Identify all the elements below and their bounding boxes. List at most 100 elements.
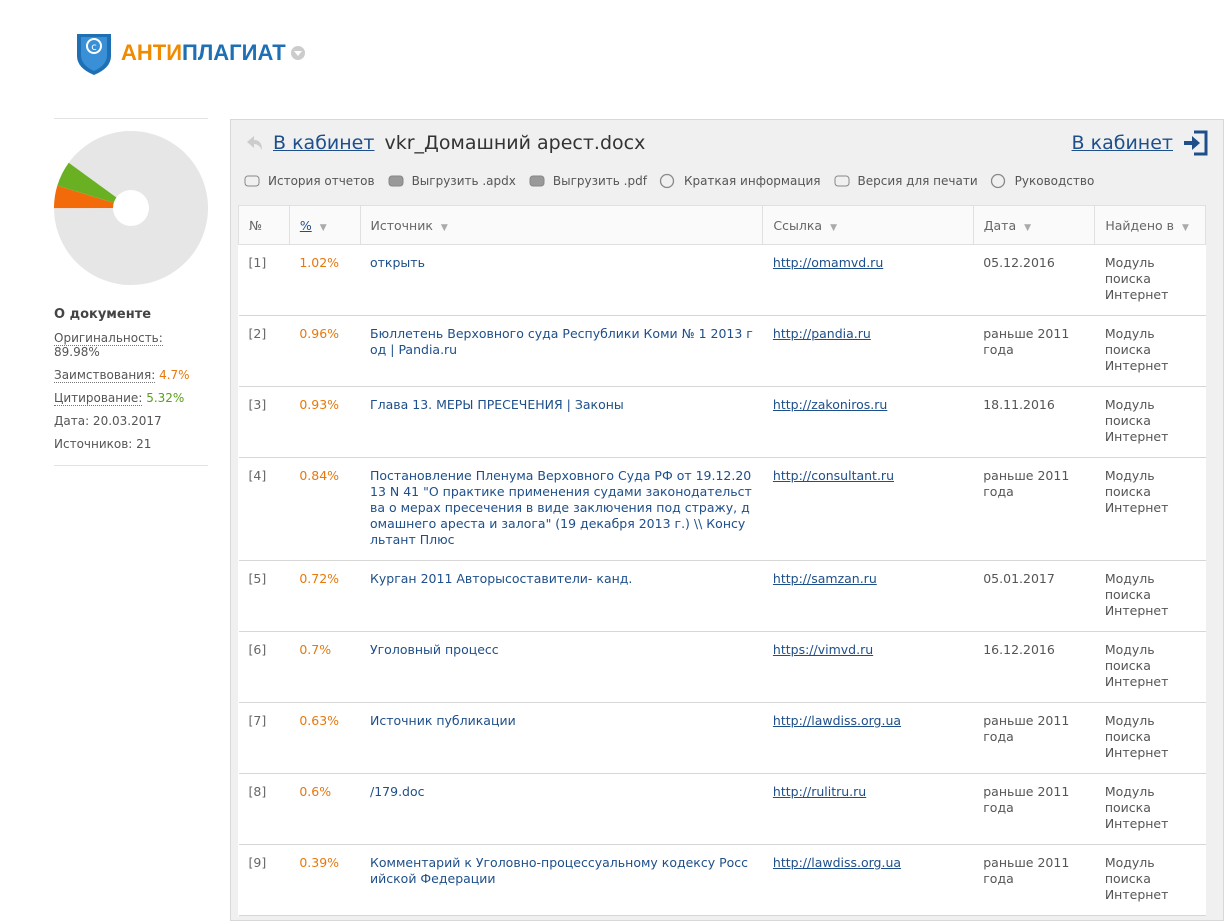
icon-shape	[659, 173, 675, 189]
percent: 0.39%	[299, 855, 340, 870]
stats: Оригинальность: 89.98% Заимствования: 4.7…	[54, 331, 208, 406]
source[interactable]: Уголовный процесс	[370, 642, 499, 657]
cell: [2]	[238, 315, 290, 387]
toolbar-item[interactable]: Краткая информация	[659, 173, 821, 189]
logo[interactable]: c АНТИПЛАГИАТ	[75, 30, 306, 76]
link[interactable]: http://rulitru.ru	[772, 784, 867, 799]
percent: 0.63%	[299, 713, 340, 728]
cell: 0.7%	[289, 631, 360, 703]
stat-row: Заимствования: 4.7%	[54, 368, 208, 383]
cell: Модуль поиска Интернет	[1094, 844, 1206, 916]
toolbar-icon	[990, 173, 1005, 189]
report-panel: В кабинет vkr_Домашний арест.docx В каби…	[230, 119, 1224, 921]
found-in: Модуль поиска Интернет	[1104, 784, 1169, 831]
source[interactable]: открыть	[370, 255, 425, 270]
link[interactable]: http://zakoniros.ru	[772, 397, 888, 412]
toolbar-icon	[659, 173, 675, 189]
logo-text: ПЛАГИАТ	[182, 40, 286, 65]
stat-label: Оригинальность:	[54, 331, 163, 346]
source[interactable]: Курган 2011 Авторысоставители- канд.	[370, 571, 633, 586]
link[interactable]: http://omamvd.ru	[772, 255, 884, 270]
cell: 05.12.2016	[973, 244, 1095, 316]
cell: раньше 2011 года	[973, 773, 1095, 845]
column-title: №	[249, 217, 263, 233]
table-row: [1] 1.02% открыть http://omamvd.ru 05.12.201…	[238, 244, 1206, 316]
cell: Источник публикации	[360, 702, 763, 774]
source[interactable]: Источник публикации	[370, 713, 516, 728]
toolbar-label: Краткая информация	[683, 174, 821, 188]
stat-value: 4.7%	[159, 368, 190, 382]
link[interactable]: http://samzan.ru	[772, 571, 877, 586]
source[interactable]: Бюллетень Верховного суда Республики Ком…	[370, 326, 753, 357]
cell: 0.93%	[289, 386, 360, 458]
cell: http://pandia.ru	[762, 315, 974, 387]
sort-arrow: ▼	[1182, 222, 1189, 233]
table-row: [6] 0.7% Уголовный процесс https://vimvd.ru…	[238, 631, 1206, 703]
cell: Модуль поиска Интернет	[1094, 457, 1206, 561]
icon-shape	[834, 175, 850, 187]
toolbar-label: Выгрузить .apdx	[411, 174, 516, 188]
cell: [5]	[238, 560, 290, 632]
date: раньше 2011 года	[983, 784, 1070, 815]
exit-icon[interactable]	[1181, 129, 1209, 157]
toolbar-item[interactable]: Выгрузить .pdf	[528, 173, 647, 189]
source[interactable]: /179.doc	[370, 784, 425, 799]
link[interactable]: http://lawdiss.org.ua	[772, 855, 902, 870]
date: раньше 2011 года	[983, 468, 1070, 499]
toolbar-icon	[834, 175, 850, 187]
toolbar-label: Выгрузить .pdf	[552, 174, 647, 188]
column-header[interactable]: Найдено в ▼	[1094, 205, 1206, 245]
column-title: Дата	[983, 217, 1017, 233]
source[interactable]: Комментарий к Уголовно-процессуальному к…	[370, 855, 749, 886]
cell: Модуль поиска Интернет	[1094, 244, 1206, 316]
toolbar-item[interactable]: Выгрузить .apdx	[387, 173, 516, 189]
toolbar-label: Руководство	[1014, 174, 1095, 188]
column-header[interactable]: Дата ▼	[972, 205, 1096, 245]
date: раньше 2011 года	[983, 326, 1070, 357]
column-header[interactable]: Источник ▼	[359, 205, 764, 245]
logo-dropdown[interactable]	[290, 45, 306, 61]
cabinet-link[interactable]: В кабинет	[1071, 132, 1173, 154]
cell: Курган 2011 Авторысоставители- канд.	[360, 560, 763, 632]
toolbar-label: История отчетов	[268, 174, 375, 188]
link[interactable]: http://pandia.ru	[772, 326, 871, 341]
percent: 0.93%	[299, 397, 340, 412]
table-row: [4] 0.84% Постановление Пленума Верховного…	[238, 457, 1206, 561]
link[interactable]: https://vimvd.ru	[772, 642, 874, 657]
back-icon[interactable]	[243, 133, 265, 153]
percent: 0.96%	[299, 326, 340, 341]
percent: 1.02%	[299, 255, 340, 270]
filename: vkr_Домашний арест.docx	[384, 132, 646, 154]
link[interactable]: http://lawdiss.org.ua	[772, 713, 902, 728]
table-row: [5] 0.72% Курган 2011 Авторысоставители- к…	[238, 560, 1206, 632]
table-row: [8] 0.6% /179.doc http://rulitru.ru раньше 2…	[238, 773, 1206, 845]
source[interactable]: Глава 13. МЕРЫ ПРЕСЕЧЕНИЯ | Законы	[370, 397, 624, 412]
column-header[interactable]: Ссылка ▼	[762, 205, 974, 245]
toolbar-label: Версия для печати	[857, 174, 978, 188]
stat-label: Цитирование:	[54, 391, 143, 406]
toolbar-item[interactable]: Версия для печати	[833, 173, 978, 189]
cell: 0.6%	[289, 773, 360, 845]
back-link[interactable]: В кабинет	[273, 132, 375, 154]
found-in: Модуль поиска Интернет	[1104, 468, 1169, 515]
date: раньше 2011 года	[983, 713, 1070, 744]
stat-row: Оригинальность: 89.98%	[54, 331, 208, 359]
link[interactable]: http://consultant.ru	[772, 468, 894, 483]
column-title: Источник	[370, 217, 433, 233]
toolbar-item[interactable]: Руководство	[990, 173, 1095, 189]
cell: Комментарий к Уголовно-процессуальному к…	[360, 844, 763, 916]
column-header[interactable]: % ▼	[288, 205, 361, 245]
date: 16.12.2016	[983, 642, 1055, 657]
percent: 0.84%	[299, 468, 340, 483]
cell: Глава 13. МЕРЫ ПРЕСЕЧЕНИЯ | Законы	[360, 386, 763, 458]
icon-shape	[990, 173, 1005, 189]
table-body: [1] 1.02% открыть http://omamvd.ru 05.12.201…	[238, 244, 1206, 916]
source[interactable]: Постановление Пленума Верховного Суда РФ…	[370, 468, 752, 547]
toolbar-item[interactable]: История отчетов	[243, 173, 375, 189]
found-in: Модуль поиска Интернет	[1104, 255, 1169, 302]
cell: [1]	[238, 244, 290, 316]
cell: Постановление Пленума Верховного Суда РФ…	[360, 457, 763, 561]
row-number: [5]	[248, 571, 267, 586]
found-in: Модуль поиска Интернет	[1104, 397, 1169, 444]
